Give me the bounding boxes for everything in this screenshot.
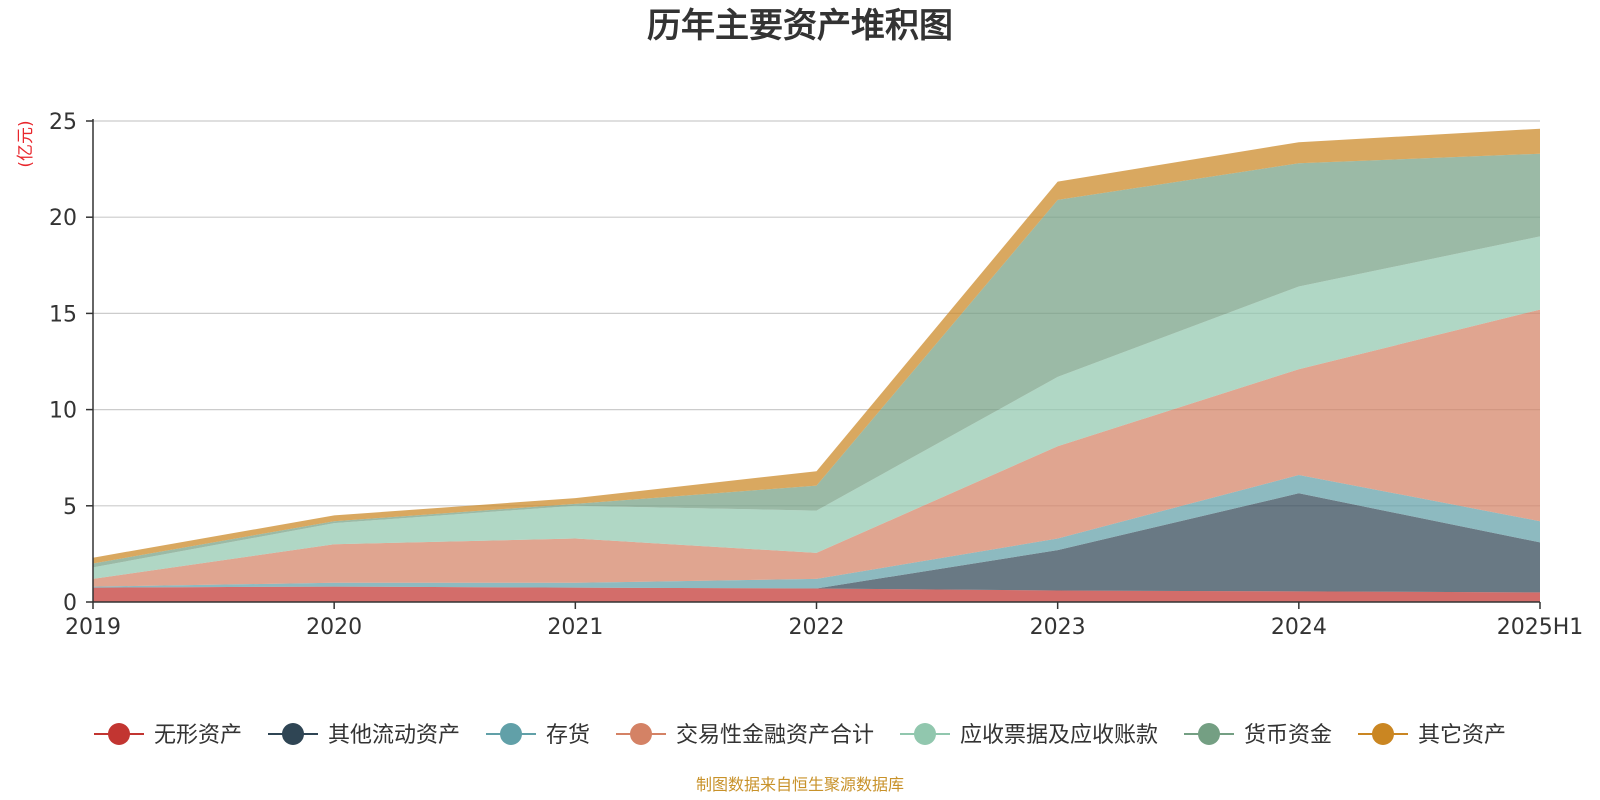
legend-item[interactable]: 其他流动资产 [268, 723, 460, 748]
data-source-note: 制图数据来自恒生聚源数据库 [696, 775, 904, 794]
chart-title: 历年主要资产堆积图 [647, 6, 953, 46]
legend-label: 其他流动资产 [328, 723, 460, 748]
area-series [93, 128, 1540, 564]
x-tick-label: 2023 [1030, 615, 1086, 640]
legend-item[interactable]: 货币资金 [1184, 723, 1332, 748]
legend-label: 交易性金融资产合计 [676, 723, 874, 748]
legend-item[interactable]: 其它资产 [1358, 723, 1506, 748]
legend-item[interactable]: 无形资产 [94, 723, 242, 748]
legend-label: 货币资金 [1244, 723, 1332, 748]
x-tick-label: 2021 [547, 615, 603, 640]
y-tick-label: 0 [63, 591, 77, 616]
x-tick-label: 2024 [1271, 615, 1327, 640]
legend-item[interactable]: 存货 [486, 723, 590, 748]
axes: 0 5 10 15 20 25 2019 2020 2021 2022 2023 2024 2025H1 [49, 110, 1583, 640]
legend-label: 无形资产 [154, 723, 242, 748]
y-axis-unit-label: (亿元) [16, 120, 36, 167]
legend-marker-circle [1372, 723, 1394, 745]
legend-label: 存货 [546, 723, 590, 748]
x-tick-label: 2019 [65, 615, 121, 640]
area-series [93, 236, 1540, 579]
x-tick-label: 2020 [306, 615, 362, 640]
area-series [93, 586, 1540, 602]
legend-marker-circle [630, 723, 652, 745]
area-series [93, 153, 1540, 568]
y-tick-label: 5 [63, 495, 77, 520]
legend-label: 其它资产 [1418, 723, 1506, 748]
legend-item[interactable]: 交易性金融资产合计 [616, 723, 874, 748]
legend-marker-circle [108, 723, 130, 745]
legend-marker-circle [1198, 723, 1220, 745]
y-tick-label: 25 [49, 110, 77, 135]
x-tick-label: 2025H1 [1497, 615, 1584, 640]
legend-item[interactable]: 应收票据及应收账款 [900, 723, 1158, 748]
legend: 无形资产 其他流动资产 存货 交易性金融资产合计 应收票据及应收账款 货币资金 其它资产 [94, 723, 1506, 748]
legend-label: 应收票据及应收账款 [960, 723, 1158, 748]
legend-marker-circle [500, 723, 522, 745]
y-tick-label: 10 [49, 399, 77, 424]
y-tick-label: 20 [49, 206, 77, 231]
y-tick-label: 15 [49, 302, 77, 327]
area-series [93, 493, 1540, 593]
area-series-layer [93, 128, 1540, 602]
legend-marker-circle [282, 723, 304, 745]
area-series [93, 309, 1540, 587]
legend-marker-circle [914, 723, 936, 745]
x-tick-label: 2022 [789, 615, 845, 640]
